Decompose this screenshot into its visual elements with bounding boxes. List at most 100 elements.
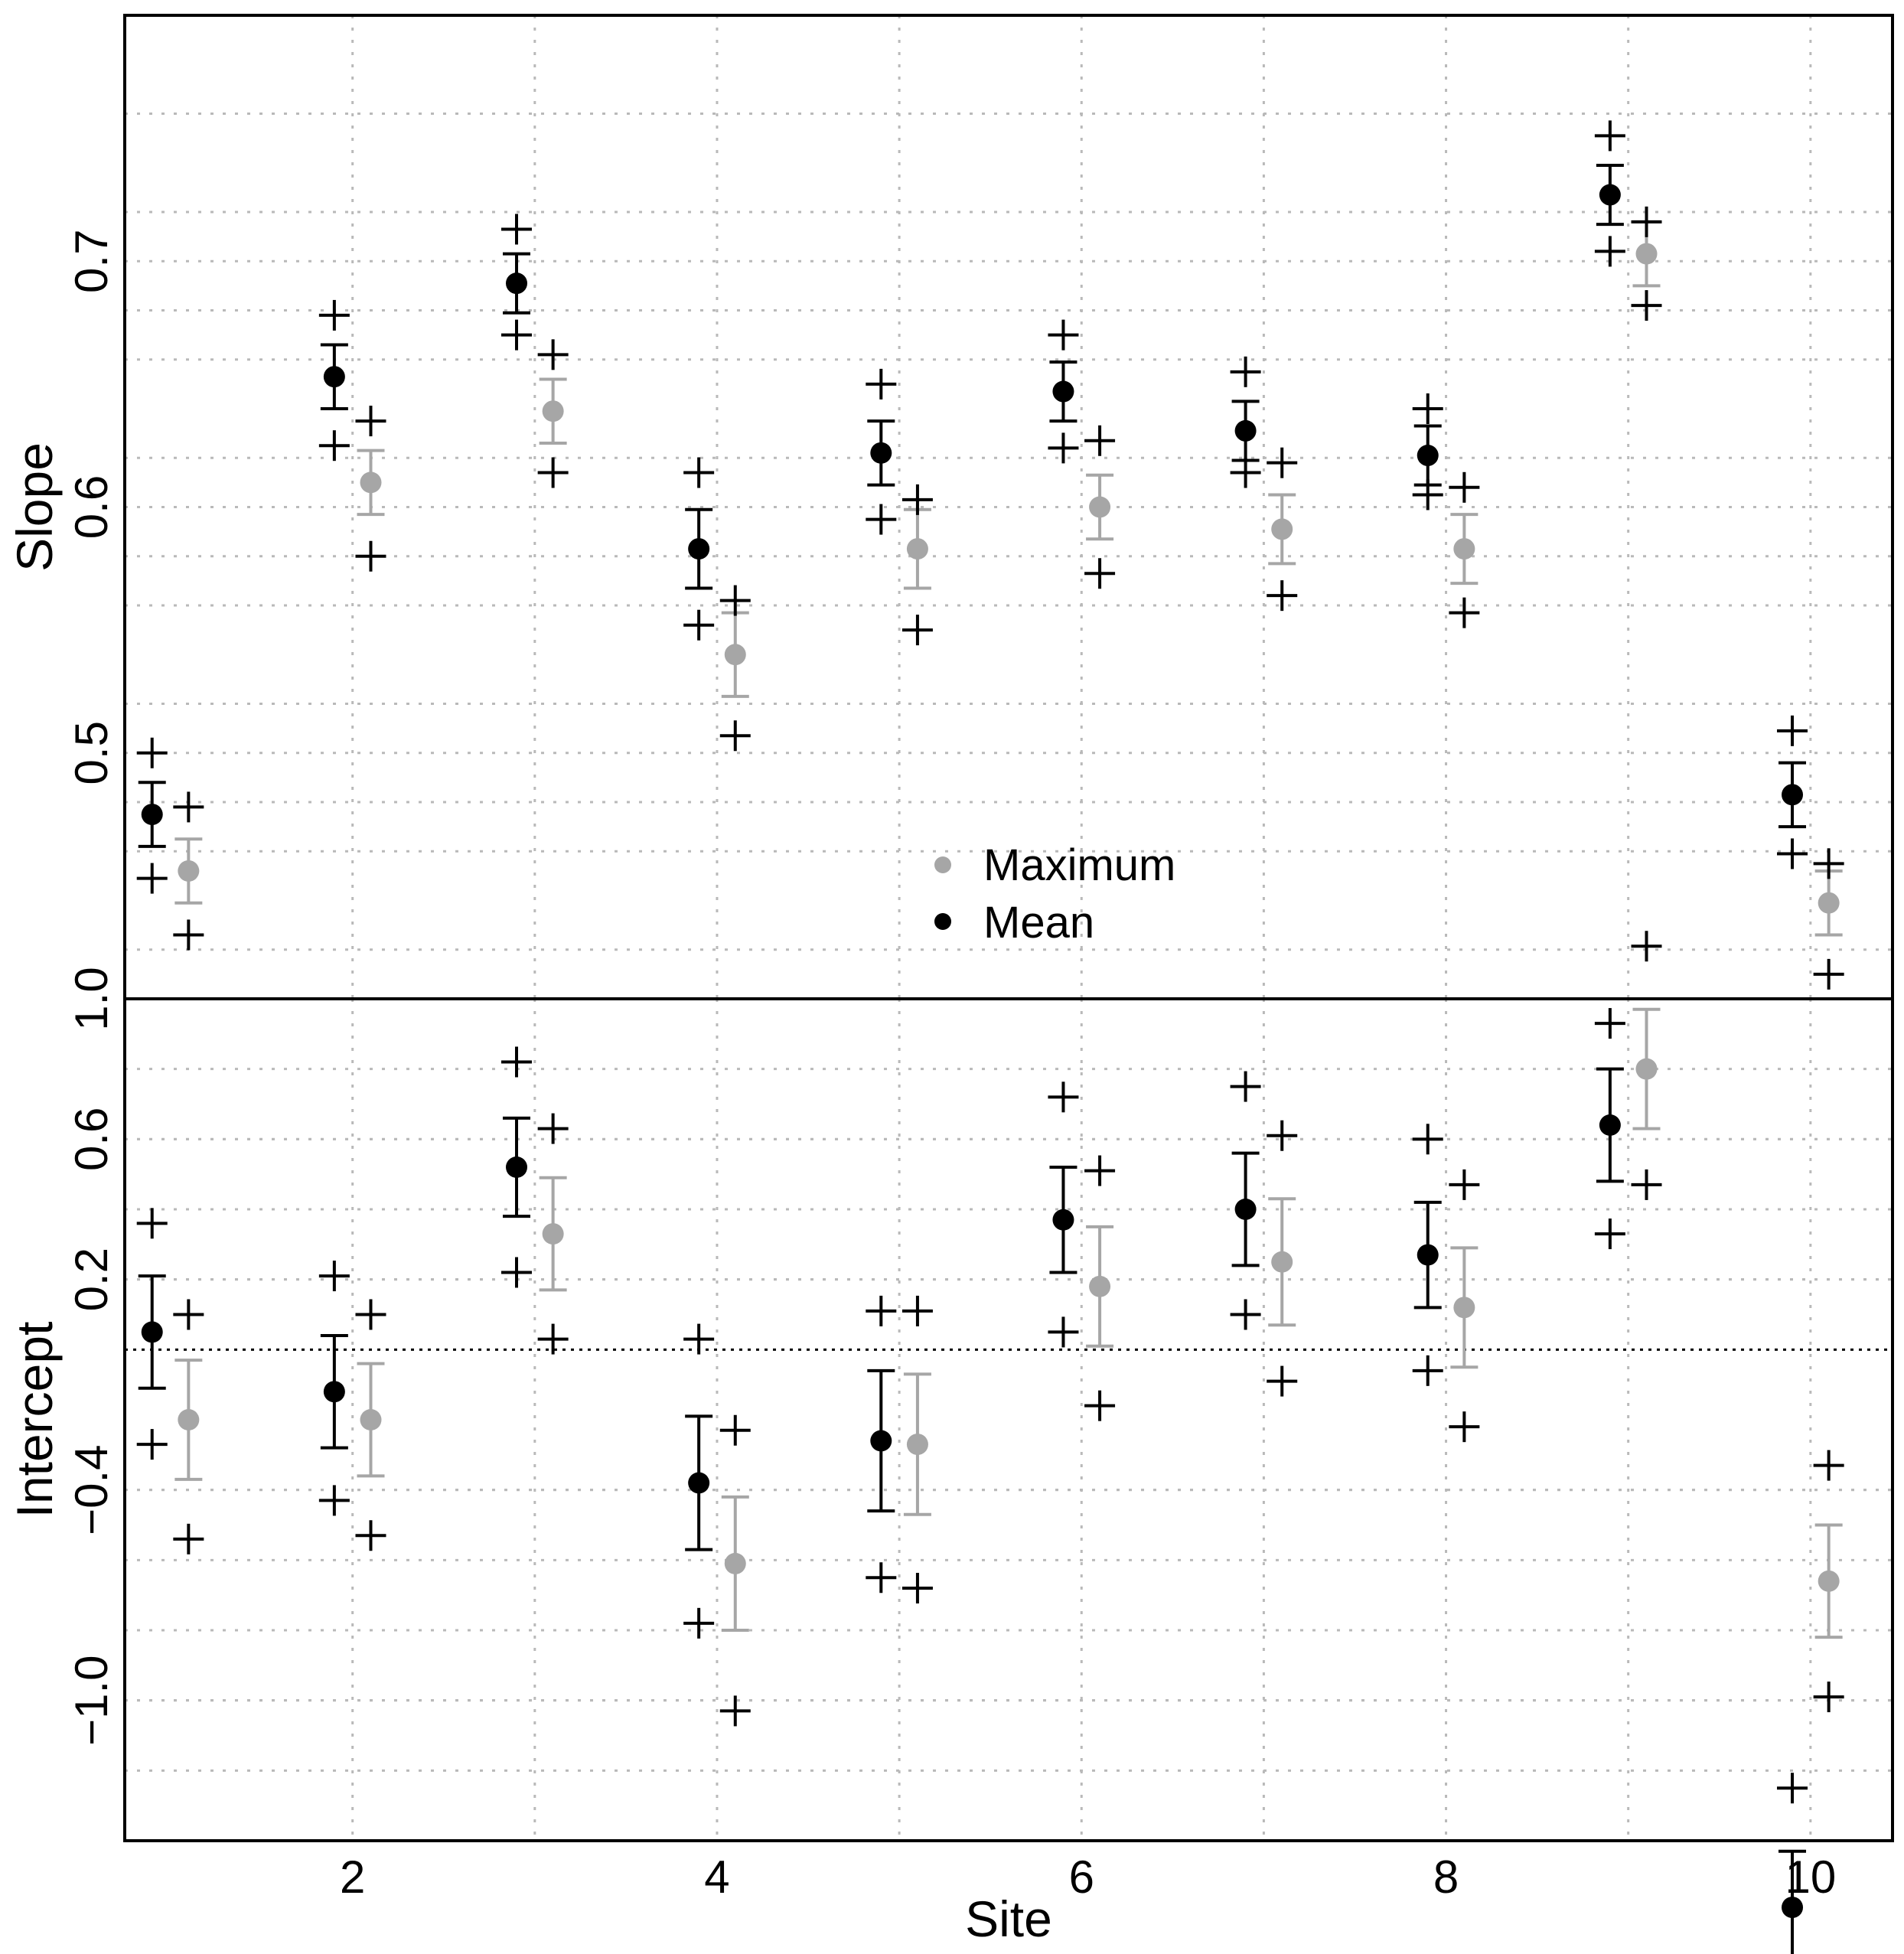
mean-upper-limit-marker bbox=[1594, 1008, 1625, 1039]
mean-point bbox=[1782, 784, 1804, 806]
x-tick-label: 10 bbox=[1785, 1851, 1836, 1903]
maximum-point bbox=[1453, 538, 1475, 560]
maximum-lower-limit-marker bbox=[719, 720, 751, 752]
x-axis-title: Site bbox=[965, 1890, 1052, 1947]
mean-upper-limit-marker bbox=[318, 299, 350, 331]
mean-lower-limit-marker bbox=[136, 863, 168, 894]
maximum-point bbox=[1635, 243, 1658, 265]
mean-point bbox=[1052, 380, 1074, 403]
mean-lower-limit-marker bbox=[1594, 1218, 1625, 1250]
mean-lower-limit-marker bbox=[1412, 479, 1443, 511]
maximum-upper-limit-marker bbox=[1267, 447, 1298, 478]
legend-marker-mean bbox=[934, 913, 951, 930]
legend: Maximum Mean bbox=[934, 840, 1175, 948]
maximum-point bbox=[1635, 1058, 1658, 1080]
maximum-lower-limit-marker bbox=[537, 457, 569, 488]
maximum-lower-limit-marker bbox=[901, 1573, 933, 1603]
maximum-upper-limit-marker bbox=[173, 791, 204, 823]
y-tick-label: −0.4 bbox=[66, 1444, 117, 1535]
maximum-upper-limit-marker bbox=[719, 585, 751, 616]
maximum-upper-limit-marker bbox=[1631, 931, 1662, 962]
x-tick-label: 8 bbox=[1433, 1851, 1459, 1903]
x-tick-label: 4 bbox=[704, 1851, 729, 1903]
mean-point bbox=[688, 1472, 710, 1494]
mean-point bbox=[870, 442, 892, 464]
mean-lower-limit-marker bbox=[683, 1607, 715, 1639]
mean-lower-limit-marker bbox=[1412, 1355, 1443, 1386]
legend-label-mean: Mean bbox=[983, 898, 1094, 948]
mean-point bbox=[1782, 1897, 1804, 1919]
maximum-upper-limit-marker bbox=[1449, 1169, 1480, 1200]
mean-upper-limit-marker bbox=[1048, 319, 1079, 351]
maximum-upper-limit-marker bbox=[1813, 848, 1844, 879]
mean-upper-limit-marker bbox=[1412, 393, 1443, 424]
y-axis-title-intercept: Intercept bbox=[6, 1322, 63, 1519]
maximum-lower-limit-marker bbox=[1084, 558, 1116, 589]
maximum-point bbox=[360, 1409, 382, 1430]
maximum-lower-limit-marker bbox=[355, 540, 386, 572]
mean-upper-limit-marker bbox=[136, 737, 168, 768]
maximum-point bbox=[724, 1552, 746, 1574]
y-tick-label: 0.6 bbox=[66, 1107, 117, 1171]
x-tick-label: 2 bbox=[340, 1851, 365, 1903]
legend-marker-maximum bbox=[934, 856, 951, 873]
mean-lower-limit-marker bbox=[683, 609, 715, 641]
maximum-lower-limit-marker bbox=[1813, 1682, 1844, 1713]
intercept-panel-frame bbox=[123, 997, 1894, 1842]
mean-lower-limit-marker bbox=[501, 1257, 533, 1288]
maximum-point bbox=[724, 644, 746, 666]
legend-label-maximum: Maximum bbox=[983, 840, 1175, 890]
grid-lines bbox=[125, 15, 1893, 1841]
mean-upper-limit-marker bbox=[683, 457, 715, 488]
maximum-point bbox=[1453, 1297, 1475, 1319]
mean-upper-limit-marker bbox=[1048, 1081, 1079, 1113]
x-tick-label: 6 bbox=[1069, 1851, 1094, 1903]
panel-frames bbox=[123, 14, 1894, 1842]
maximum-point bbox=[1818, 1570, 1840, 1592]
maximum-upper-limit-marker bbox=[355, 406, 386, 437]
maximum-upper-limit-marker bbox=[537, 339, 569, 370]
mean-point bbox=[1234, 1199, 1257, 1220]
maximum-lower-limit-marker bbox=[1449, 597, 1480, 628]
maximum-point bbox=[906, 538, 928, 560]
mean-upper-limit-marker bbox=[1230, 356, 1261, 387]
mean-lower-limit-marker bbox=[1048, 1316, 1079, 1348]
maximum-point bbox=[1271, 518, 1293, 540]
mean-upper-limit-marker bbox=[1412, 1124, 1443, 1155]
maximum-upper-limit-marker bbox=[1631, 206, 1662, 237]
mean-lower-limit-marker bbox=[501, 319, 533, 351]
mean-upper-limit-marker bbox=[866, 1295, 897, 1326]
mean-point bbox=[1234, 419, 1257, 442]
mean-lower-limit-marker bbox=[318, 430, 350, 462]
y-tick-label: 0.5 bbox=[66, 721, 117, 785]
mean-upper-limit-marker bbox=[501, 214, 533, 245]
mean-upper-limit-marker bbox=[318, 1261, 350, 1292]
maximum-lower-limit-marker bbox=[1267, 580, 1298, 612]
y-axis-title-slope: Slope bbox=[6, 442, 63, 572]
maximum-upper-limit-marker bbox=[1084, 425, 1116, 456]
y-tick-label: 0.6 bbox=[66, 475, 117, 539]
maximum-upper-limit-marker bbox=[1813, 1450, 1844, 1481]
mean-upper-limit-marker bbox=[866, 368, 897, 400]
maximum-upper-limit-marker bbox=[355, 1299, 386, 1330]
maximum-lower-limit-marker bbox=[1267, 1365, 1298, 1397]
mean-lower-limit-marker bbox=[1048, 432, 1079, 464]
maximum-lower-limit-marker bbox=[173, 1523, 204, 1554]
data-marks bbox=[136, 120, 1844, 1954]
maximum-lower-limit-marker bbox=[901, 615, 933, 646]
mean-point bbox=[1599, 1114, 1621, 1136]
mean-point bbox=[141, 1321, 163, 1343]
maximum-upper-limit-marker bbox=[901, 484, 933, 515]
mean-point bbox=[1417, 1244, 1439, 1266]
maximum-upper-limit-marker bbox=[1084, 1155, 1116, 1186]
mean-upper-limit-marker bbox=[501, 1046, 533, 1078]
maximum-upper-limit-marker bbox=[901, 1295, 933, 1326]
maximum-lower-limit-marker bbox=[173, 919, 204, 951]
maximum-lower-limit-marker bbox=[355, 1520, 386, 1551]
maximum-lower-limit-marker bbox=[1813, 958, 1844, 990]
maximum-point bbox=[1089, 1275, 1111, 1297]
maximum-point bbox=[1089, 496, 1111, 518]
maximum-point bbox=[1271, 1251, 1293, 1273]
mean-point bbox=[506, 272, 528, 295]
mean-lower-limit-marker bbox=[1230, 1299, 1261, 1330]
